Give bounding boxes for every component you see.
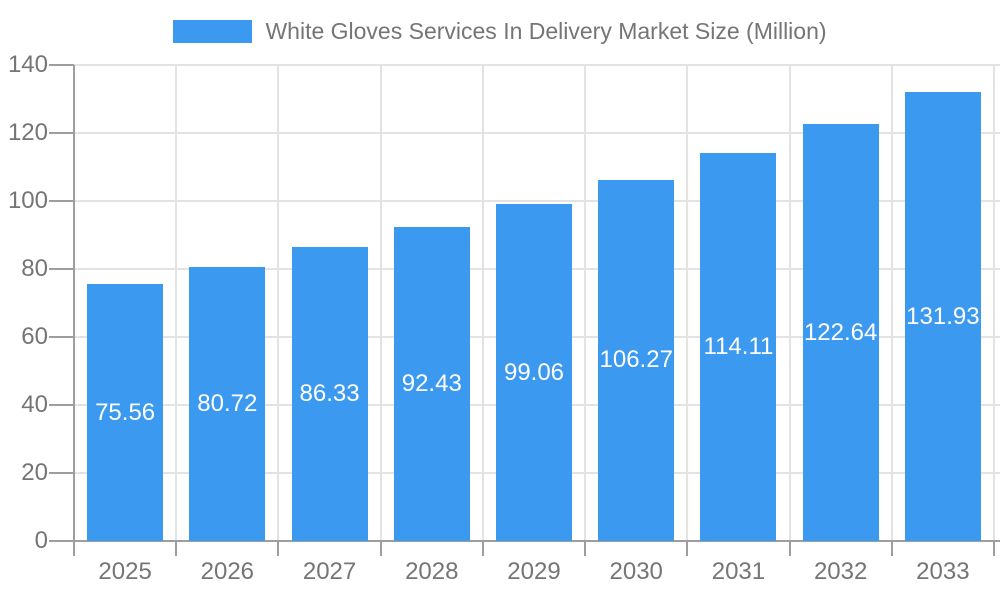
x-axis-label: 2033 [916,558,970,585]
bar-value-label: 75.56 [95,398,156,426]
x-tick [277,541,280,556]
x-axis-label: 2030 [609,558,663,585]
y-tick [49,132,74,134]
x-axis-label: 2032 [813,558,868,585]
gridline-v [788,65,791,541]
x-axis-label: 2026 [200,558,255,585]
gridline-h [74,132,1000,134]
y-axis-label: 100 [7,187,48,214]
y-axis-label: 40 [21,391,48,418]
x-axis-label: 2025 [98,558,152,585]
y-axis-label: 80 [21,255,48,282]
gridline-v [993,65,995,541]
x-axis-label: 2027 [302,558,357,585]
x-tick [379,541,382,556]
bar-value-label: 99.06 [503,358,565,386]
chart-legend: White Gloves Services In Delivery Market… [0,14,1000,48]
chart-title: White Gloves Services In Delivery Market… [265,17,827,44]
y-axis-label: 120 [7,119,48,146]
gridline-v [481,65,484,541]
gridline-h [74,200,1000,202]
x-tick [481,541,484,556]
bar-2025: 75.56 [87,284,164,541]
bar-value-label: 80.72 [197,389,258,417]
y-axis-label: 0 [34,527,48,554]
gridline-v [584,65,587,541]
x-tick [686,541,689,556]
x-axis-line [74,540,1000,542]
y-axis-label: 60 [21,323,48,350]
x-tick [584,541,587,556]
bar-value-label: 92.43 [401,369,462,397]
x-tick [890,541,893,556]
bar-value-label: 86.33 [299,380,360,408]
y-tick [49,540,74,542]
y-tick [49,336,74,338]
y-tick [49,268,74,270]
gridline-v [379,65,382,541]
gridline-h [74,64,1000,66]
bar-2030: 106.27 [598,179,675,541]
y-axis-label: 20 [21,459,48,486]
bar-2029: 99.06 [496,204,572,541]
x-axis-label: 2031 [711,558,766,585]
y-tick [49,64,74,66]
bar-value-label: 122.64 [803,318,878,346]
x-tick [175,541,178,556]
bar-2031: 114.11 [700,153,777,541]
y-axis-line [73,65,75,556]
x-axis-label: 2029 [507,558,561,585]
bar-2032: 122.64 [802,124,879,541]
bar-value-label: 114.11 [703,333,774,360]
bar-2033: 131.93 [904,92,981,541]
x-tick [788,541,791,556]
bar-2027: 86.33 [291,247,368,541]
bar-value-label: 131.93 [906,302,980,330]
bar-2026: 80.72 [189,266,266,541]
x-axis-label: 2028 [405,558,459,585]
x-tick [993,541,995,556]
gridline-v [277,65,280,541]
gridline-v [686,65,689,541]
y-tick [49,404,74,406]
y-tick [49,200,74,202]
gridline-v [890,65,893,541]
y-axis-label: 140 [7,51,48,78]
gridline-v [175,65,178,541]
legend-swatch [173,19,253,43]
bar-2028: 92.43 [393,226,470,541]
bar-value-label: 106.27 [599,346,673,374]
y-tick [49,472,74,474]
